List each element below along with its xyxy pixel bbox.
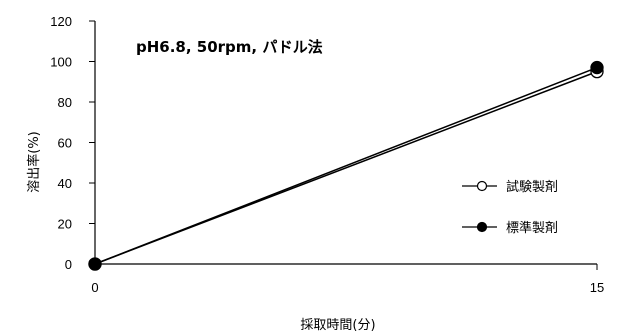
legend-marker [476, 180, 488, 192]
data-point [590, 60, 604, 75]
x-tick-label: 0 [91, 280, 98, 295]
y-tick-label: 100 [50, 55, 72, 70]
series-2 [88, 60, 604, 271]
x-tick-label: 15 [590, 280, 604, 295]
data-point [88, 257, 102, 271]
chart-title: pH6.8, 50rpm, パドル法 [136, 38, 323, 56]
series-line [94, 66, 598, 265]
y-tick-label: 40 [58, 176, 72, 191]
x-axis-ticks: 0 15 [91, 264, 604, 295]
y-axis-ticks: 0 20 40 60 80 100 120 [50, 14, 95, 272]
series-1 [88, 64, 604, 271]
legend-label: 試験製剤 [506, 179, 558, 195]
y-tick-label: 20 [58, 217, 72, 232]
legend-marker [476, 221, 488, 233]
x-axis-label: 採取時間(分) [300, 318, 375, 333]
y-tick-label: 0 [65, 257, 72, 272]
legend-item-2: 標準製剤 [462, 220, 558, 236]
legend-label: 標準製剤 [506, 220, 558, 236]
y-tick-label: 60 [58, 136, 72, 151]
series-layer [88, 60, 604, 271]
legend-item-1: 試験製剤 [462, 179, 558, 195]
y-tick-label: 80 [58, 95, 72, 110]
y-axis-label: 溶出率(%) [26, 131, 42, 193]
y-tick-label: 120 [50, 14, 72, 29]
